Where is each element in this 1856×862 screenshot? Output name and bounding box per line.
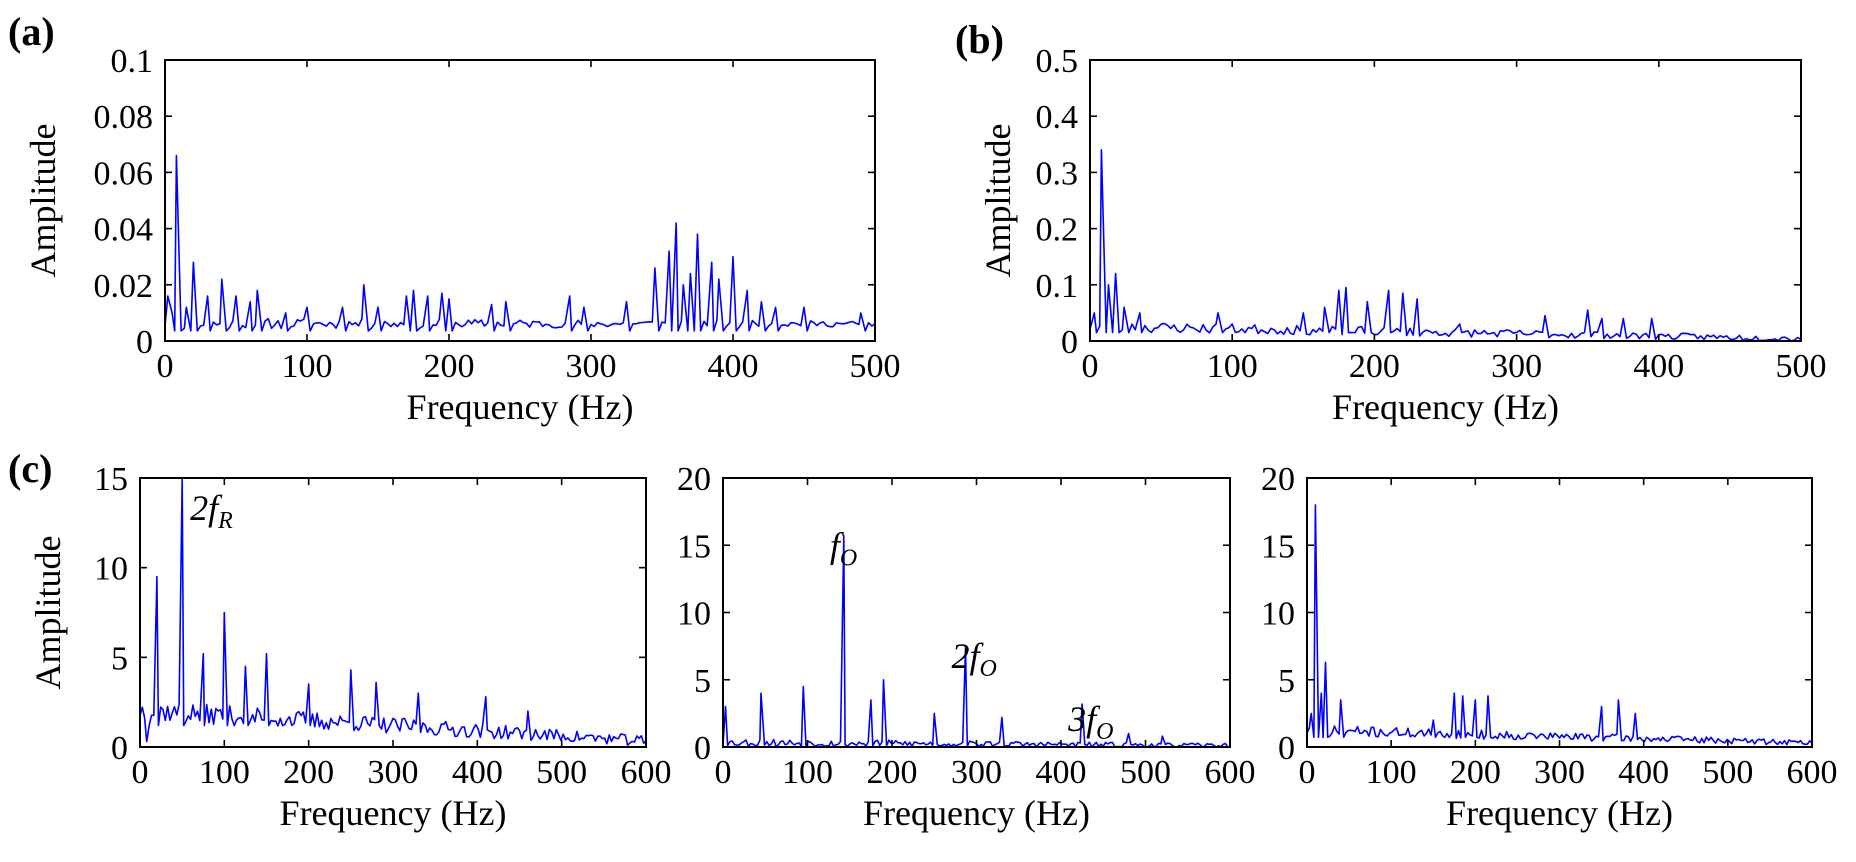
y-axis-title: Amplitude (978, 124, 1018, 278)
x-tick-label-100: 100 (1207, 348, 1258, 385)
x-tick-label-400: 400 (708, 348, 759, 385)
x-tick-label-0: 0 (132, 754, 149, 791)
x-tick-label-500: 500 (1120, 754, 1171, 791)
annotation-main: 3f (1067, 699, 1101, 739)
annotation-2fR: 2fR (190, 488, 233, 534)
y-axis-title: Amplitude (28, 536, 68, 690)
y-tick-label-0: 0 (1278, 730, 1295, 767)
x-tick-label-0: 0 (157, 348, 174, 385)
y-tick-label-15: 15 (677, 528, 711, 565)
x-tick-label-500: 500 (1776, 348, 1827, 385)
y-tick-label-10: 10 (94, 551, 128, 588)
plot-frame (1089, 59, 1802, 342)
x-axis-title: Frequency (Hz) (1446, 793, 1673, 833)
y-tick-label-5: 5 (694, 663, 711, 700)
y-tick-label-0: 0 (694, 730, 711, 767)
y-tick-label-15: 15 (1261, 528, 1295, 565)
x-tick-label-500: 500 (1702, 754, 1753, 791)
y-tick-label-0p1: 0.1 (1036, 268, 1079, 305)
y-tick-label-10: 10 (1261, 596, 1295, 633)
x-tick-label-0: 0 (1299, 754, 1316, 791)
x-axis-title: Frequency (Hz) (280, 793, 507, 833)
y-tick-label-0p4: 0.4 (1036, 99, 1079, 136)
x-tick-label-200: 200 (1349, 348, 1400, 385)
chart-c2: 0 100 200 300 400 500 600 0 5 10 15 20 Frequency (Hz… (677, 461, 1256, 833)
annotation-fO: fO (830, 526, 857, 572)
y-tick-label-0p02: 0.02 (94, 268, 154, 305)
y-tick-label-0p04: 0.04 (94, 212, 154, 249)
chart-a: 0 100 200 300 400 500 0 0.02 0.04 0.06 0.08 0.1 Freq… (23, 43, 901, 427)
x-tick-label-200: 200 (424, 348, 475, 385)
x-tick-label-0: 0 (715, 754, 732, 791)
y-tick-label-5: 5 (111, 640, 128, 677)
x-tick-label-100: 100 (782, 754, 833, 791)
x-tick-label-300: 300 (566, 348, 617, 385)
plot-frame (1306, 477, 1813, 748)
y-tick-label-0: 0 (1061, 324, 1078, 361)
x-tick-label-200: 200 (1450, 754, 1501, 791)
x-tick-label-600: 600 (1787, 754, 1838, 791)
annotation-subscript: R (217, 508, 233, 534)
y-tick-label-0p5: 0.5 (1036, 43, 1079, 80)
panel-label-b: (b) (955, 17, 1004, 62)
panel-label-c: (c) (8, 446, 52, 491)
y-tick-label-0p3: 0.3 (1036, 155, 1079, 192)
y-tick-label-20: 20 (1261, 461, 1295, 498)
plot-frame (164, 59, 876, 342)
annotation-2fO: 2fO (952, 636, 997, 682)
series-line-c1-0 (139, 477, 647, 746)
x-tick-label-400: 400 (1618, 754, 1669, 791)
annotation-subscript: O (1096, 719, 1113, 745)
x-tick-label-100: 100 (199, 754, 250, 791)
x-tick-label-500: 500 (850, 348, 901, 385)
chart-b: 0 100 200 300 400 500 0 0.1 0.2 0.3 0.4 0.5 Frequenc… (978, 43, 1827, 427)
x-tick-label-600: 600 (1205, 754, 1256, 791)
annotation-subscript: O (840, 546, 857, 572)
y-axis-title: Amplitude (23, 124, 63, 278)
x-tick-label-300: 300 (951, 754, 1002, 791)
annotation-main: 2f (952, 636, 985, 676)
y-tick-label-10: 10 (677, 596, 711, 633)
y-tick-label-15: 15 (94, 461, 128, 498)
y-tick-label-0p08: 0.08 (94, 99, 154, 136)
series-line-c3-0 (1306, 504, 1813, 746)
x-tick-label-300: 300 (1491, 348, 1542, 385)
y-tick-label-0p06: 0.06 (94, 155, 154, 192)
x-axis-title: Frequency (Hz) (863, 793, 1090, 833)
y-tick-label-20: 20 (677, 461, 711, 498)
x-tick-label-200: 200 (867, 754, 918, 791)
x-tick-label-600: 600 (621, 754, 672, 791)
series-line-a-0 (164, 154, 876, 332)
y-tick-label-0: 0 (136, 324, 153, 361)
annotation-3fO: 3fO (1067, 699, 1113, 745)
plot-frame (722, 477, 1231, 748)
series-line-b-0 (1089, 149, 1802, 342)
y-tick-label-0p1: 0.1 (111, 43, 154, 80)
y-tick-label-5: 5 (1278, 663, 1295, 700)
x-axis-title: Frequency (Hz) (1332, 387, 1559, 427)
x-tick-label-100: 100 (282, 348, 333, 385)
y-tick-label-0: 0 (111, 730, 128, 767)
x-tick-label-400: 400 (1036, 754, 1087, 791)
annotation-subscript: O (980, 656, 997, 682)
y-tick-label-0p2: 0.2 (1036, 212, 1079, 249)
chart-c1: 0 100 200 300 400 500 600 0 5 10 15 Frequency (Hz) A… (28, 461, 672, 833)
x-tick-label-0: 0 (1082, 348, 1099, 385)
x-tick-label-100: 100 (1366, 754, 1417, 791)
x-tick-label-300: 300 (368, 754, 419, 791)
x-tick-label-400: 400 (1633, 348, 1684, 385)
x-tick-label-500: 500 (536, 754, 587, 791)
panel-label-a: (a) (8, 9, 55, 54)
x-axis-title: Frequency (Hz) (407, 387, 634, 427)
x-tick-label-300: 300 (1534, 754, 1585, 791)
chart-c3: 0 100 200 300 400 500 600 0 5 10 15 20 Frequency (Hz… (1261, 461, 1838, 833)
x-tick-label-400: 400 (452, 754, 503, 791)
x-tick-label-200: 200 (283, 754, 334, 791)
annotation-main: 2f (190, 488, 223, 528)
